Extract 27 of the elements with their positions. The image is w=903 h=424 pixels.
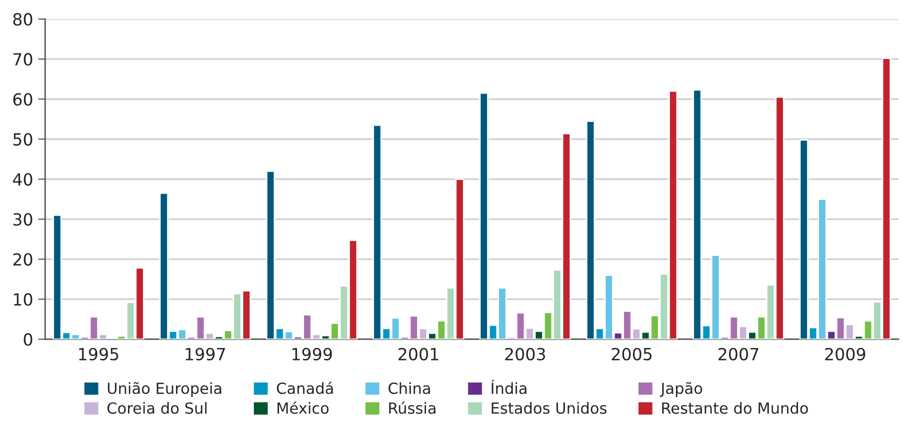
legend-label: China	[388, 382, 430, 394]
y-tick-label: 30	[13, 213, 32, 226]
y-tick-label: 80	[13, 13, 32, 26]
y-tick-label: 40	[12, 173, 32, 186]
x-tick-label: 1997	[186, 348, 225, 360]
x-tick-label: 1995	[79, 348, 118, 360]
y-tick-label: 50	[13, 133, 32, 146]
x-tick-label: 2003	[505, 348, 546, 360]
legend-label: União Europeia	[108, 382, 222, 398]
legend-label: México	[278, 401, 329, 414]
x-tick-label: 1999	[292, 348, 332, 360]
legend-label: Restante do Mundo	[662, 402, 808, 414]
y-tick-label: 0	[24, 333, 32, 346]
legend-label: Japão	[660, 382, 702, 398]
legend-label: Rússia	[389, 401, 436, 414]
x-tick-label: 2007	[718, 348, 758, 360]
x-tick-label: 2009	[825, 348, 866, 360]
y-tick-label: 60	[13, 93, 32, 106]
legend-label: Coreia do Sul	[107, 402, 207, 414]
legend-label: Canadá	[276, 382, 333, 394]
y-tick-label: 70	[14, 53, 32, 66]
legend-label: Estados Unidos	[492, 402, 606, 414]
legend-label: Índia	[491, 380, 526, 394]
x-tick-label: 2001	[398, 348, 438, 360]
y-tick-label: 20	[13, 253, 32, 266]
y-tick-label: 10	[14, 293, 32, 306]
x-tick-label: 2005	[612, 348, 652, 360]
